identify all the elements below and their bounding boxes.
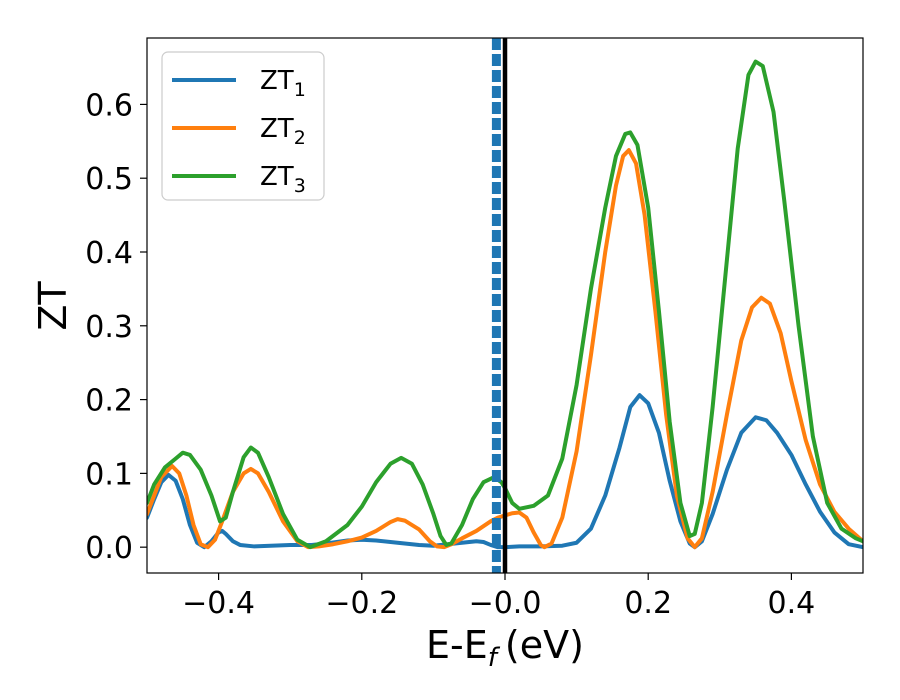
legend: ZT1 ZT2 ZT3 — [161, 51, 325, 201]
y-tick-label: 0.3 — [85, 310, 133, 345]
x-tick-label: −0.0 — [469, 586, 542, 621]
x-tick-label: −0.2 — [325, 586, 398, 621]
series-line-zt2 — [147, 148, 863, 550]
vline-layer — [491, 38, 508, 573]
x-axis-label-subscript: f — [488, 643, 501, 673]
x-tick-label: 0.2 — [624, 586, 672, 621]
legend-label-zt3: ZT3 — [260, 162, 306, 197]
y-tick-label: 0.6 — [85, 88, 133, 123]
legend-label-zt2: ZT2 — [260, 114, 306, 149]
y-tick-label: 0.4 — [85, 236, 133, 271]
legend-box — [161, 51, 325, 201]
legend-label-zt1: ZT1 — [260, 66, 306, 101]
y-tick-label: 0.0 — [85, 531, 133, 566]
x-axis-ticks: −0.4 −0.2 −0.0 0.2 0.4 — [182, 573, 815, 621]
x-axis-label: E-Ef (eV) — [426, 623, 584, 673]
series-line-zt3 — [147, 59, 863, 550]
x-axis-label-unit: (eV) — [505, 623, 584, 667]
y-axis-label: ZT — [31, 281, 75, 331]
y-tick-label: 0.5 — [85, 162, 133, 197]
x-axis-label-main: E-E — [426, 623, 488, 667]
series-layer — [147, 59, 863, 550]
y-axis-ticks: 0.0 0.1 0.2 0.3 0.4 0.5 0.6 — [85, 88, 147, 566]
y-tick-label: 0.2 — [85, 384, 133, 419]
x-tick-label: −0.4 — [182, 586, 255, 621]
y-tick-label: 0.1 — [85, 457, 133, 492]
x-tick-label: 0.4 — [768, 586, 816, 621]
